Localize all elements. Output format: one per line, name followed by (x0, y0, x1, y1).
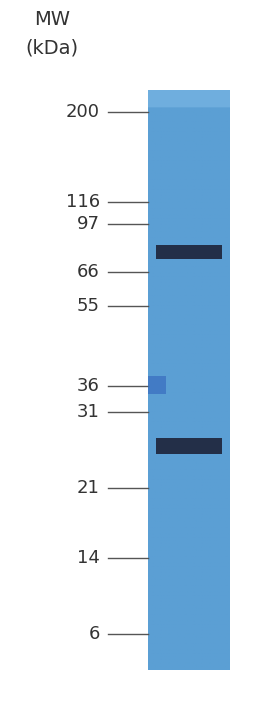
Text: 116: 116 (66, 193, 100, 211)
Bar (156, 438, 222, 454)
Bar (148, 376, 166, 394)
Text: (kDa): (kDa) (25, 38, 79, 57)
Text: 31: 31 (77, 403, 100, 421)
Text: 200: 200 (66, 103, 100, 121)
Bar (156, 245, 222, 259)
Text: MW: MW (34, 10, 70, 29)
Text: 55: 55 (77, 297, 100, 315)
Text: 36: 36 (77, 377, 100, 395)
Text: 6: 6 (89, 625, 100, 643)
Text: 66: 66 (77, 263, 100, 281)
Text: 21: 21 (77, 479, 100, 497)
Text: 97: 97 (77, 215, 100, 233)
Text: 14: 14 (77, 549, 100, 567)
